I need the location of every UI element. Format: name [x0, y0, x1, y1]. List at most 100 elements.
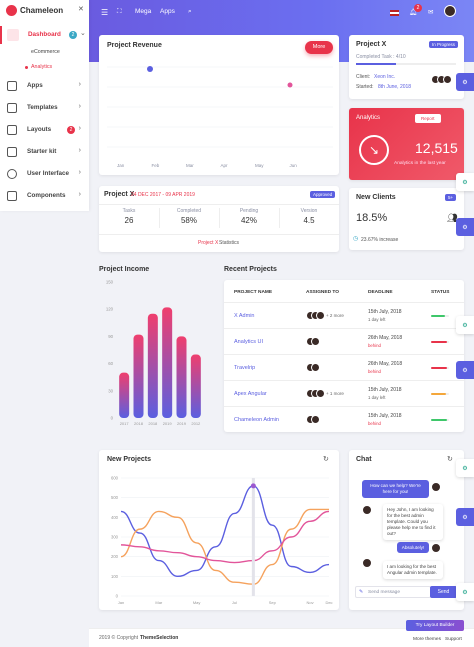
sidebar-item-starter-kit[interactable]: Starter kit ›: [0, 142, 89, 162]
series-line: [120, 510, 330, 564]
gear-icon[interactable]: ⚙: [456, 583, 474, 601]
sidebar-item-apps[interactable]: Apps ›: [0, 76, 89, 96]
sidebar-item-user-interface[interactable]: User Interface ›: [0, 164, 89, 184]
gear-icon[interactable]: ⚙: [456, 73, 474, 91]
sidebar-item-templates[interactable]: Templates ›: [0, 98, 89, 118]
notification-badge: 2: [414, 4, 422, 12]
column-header: DEADLINE: [368, 290, 393, 295]
card-title: Project X: [104, 191, 135, 198]
sidebar-close-icon[interactable]: ✕: [78, 6, 84, 13]
status-bar-fill: [431, 393, 447, 395]
refresh-icon[interactable]: ↻: [323, 456, 329, 463]
more-assignees: + 1 more: [326, 391, 344, 396]
y-tick-label: 300: [111, 535, 119, 540]
project-name[interactable]: Travelrip: [234, 365, 256, 371]
table-row[interactable]: Analytics UI 26th May, 2018 behind: [224, 328, 464, 354]
sidebar-item-dashboard[interactable]: Dashboard 2 ⌄: [0, 26, 89, 44]
status-bar-fill: [431, 315, 446, 317]
chat-message-sent: Absolutely!: [397, 542, 429, 553]
sidebar-subitem-analytics[interactable]: Analytics: [31, 64, 53, 70]
gear-icon[interactable]: ⚙: [456, 459, 474, 477]
project-x-card: Project X In Progress Completed Task : 4…: [349, 35, 464, 99]
stat-label: Version: [300, 208, 318, 214]
project-name[interactable]: Analytics UI: [234, 339, 264, 345]
avatar: [362, 558, 372, 568]
y-tick-label: 100: [111, 574, 119, 579]
gear-icon[interactable]: ⚙: [456, 508, 474, 526]
y-tick-label: 120: [106, 307, 114, 312]
copyright-brand[interactable]: ThemeSelection: [140, 635, 179, 641]
send-button[interactable]: Send: [430, 586, 457, 598]
x-tick-label: Jul: [232, 600, 237, 605]
bar: [133, 334, 144, 418]
fullscreen-icon[interactable]: ⛶: [117, 8, 122, 15]
mail-icon[interactable]: ✉: [428, 9, 434, 16]
message-input[interactable]: ✎ Send message: [355, 586, 431, 598]
copy-icon: [7, 103, 17, 113]
search-icon[interactable]: ⌕: [188, 8, 192, 15]
table-row[interactable]: Apex Angular + 1 more 15th July, 2018 1 day…: [224, 380, 464, 406]
y-tick-label: 30: [108, 388, 113, 393]
project-revenue-card: Project Revenue More Jan Feb Mar Apr May Jun: [99, 35, 339, 175]
sidebar-subitem-ecommerce[interactable]: eCommerce: [31, 49, 60, 55]
sidebar-item-components[interactable]: Components ›: [0, 186, 89, 206]
user-icon: [7, 169, 17, 179]
client-label: Client:: [356, 74, 371, 80]
stat-label: Pending: [239, 208, 259, 214]
gear-icon[interactable]: ⚙: [456, 218, 474, 236]
bar: [190, 354, 201, 418]
card-title: New Clients: [356, 194, 396, 201]
clients-change: 23.67% increase: [361, 237, 399, 243]
gear-icon[interactable]: ⚙: [456, 361, 474, 379]
y-tick-label: 400: [111, 515, 119, 520]
chat-message-received: I am looking for the best Angular admin …: [383, 561, 443, 579]
client-name[interactable]: Xeon Inc.: [374, 74, 396, 80]
deadline-date: 26th May, 2018: [368, 361, 403, 367]
started-date: 8th June, 2018: [378, 84, 412, 90]
sidebar-item-layouts[interactable]: Layouts 2 ›: [0, 120, 89, 140]
chart-point: [287, 82, 293, 88]
section-title: Recent Projects: [224, 266, 277, 273]
footer-link-support[interactable]: Support: [445, 637, 462, 642]
user-avatar[interactable]: [444, 5, 456, 17]
x-tick-label: May: [255, 163, 264, 168]
sidebar-item-label: Apps: [27, 82, 43, 89]
brand-name: Chameleon: [20, 6, 64, 15]
input-placeholder: Send message: [368, 590, 400, 595]
project-name[interactable]: Apex Angular: [234, 391, 267, 397]
chevron-right-icon: ›: [78, 125, 81, 132]
refresh-icon[interactable]: ↻: [447, 456, 453, 463]
report-button[interactable]: Report: [415, 114, 441, 123]
table-row[interactable]: Chameleon Admin 15th July, 2018 behind: [224, 406, 464, 432]
gear-icon[interactable]: ⚙: [456, 173, 474, 191]
bell-icon[interactable]: 🔔︎: [409, 9, 418, 16]
statistics-link[interactable]: Project X: [198, 240, 219, 246]
nav-link-apps[interactable]: Apps: [160, 8, 175, 15]
hamburger-icon[interactable]: ☰: [101, 8, 109, 17]
avatar: [316, 389, 325, 398]
more-button[interactable]: More: [305, 41, 333, 54]
rocket-icon: [7, 147, 17, 157]
count-badge: 2: [69, 31, 77, 39]
x-tick-label: Sep: [269, 600, 277, 605]
chat-message-received: Hey John, I am looking for the best admi…: [383, 504, 443, 540]
analytics-card: Analytics Report ↘ 12,515 Analytics in t…: [349, 108, 464, 180]
layout-builder-button[interactable]: Try Layout Builder: [406, 620, 464, 631]
footer-link-more-themes[interactable]: More themes: [413, 637, 441, 642]
project-name[interactable]: X Admin: [234, 313, 255, 319]
avatar: [311, 337, 320, 346]
table-row[interactable]: X Admin + 2 more 15th July, 2018 1 day left: [224, 302, 464, 328]
edit-icon: ✎: [359, 589, 364, 595]
project-income-chart: 0 30 60 90 120 150 2017 2018 2018 2019 2019 2012: [106, 280, 201, 427]
bar: [176, 336, 187, 418]
series-line: [120, 485, 330, 578]
project-name[interactable]: Chameleon Admin: [234, 417, 279, 423]
statistics-label: Statistics: [219, 240, 240, 246]
table-row[interactable]: Travelrip 26th May, 2018 behind: [224, 354, 464, 380]
card-title: Chat: [356, 456, 372, 463]
gear-icon[interactable]: ⚙: [456, 316, 474, 334]
x-tick-label: Mar: [155, 600, 163, 605]
nav-link-mega[interactable]: Mega: [135, 8, 152, 15]
flag-icon[interactable]: [390, 10, 399, 16]
divider: [279, 208, 280, 228]
